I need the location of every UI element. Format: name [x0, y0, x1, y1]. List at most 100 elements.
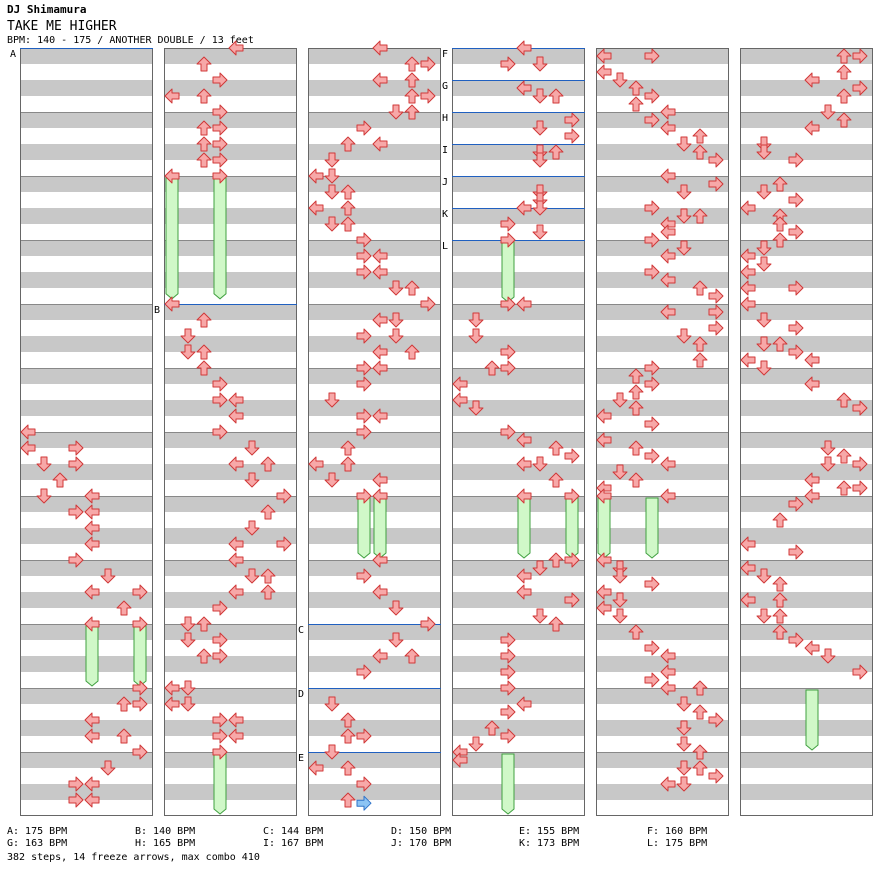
step-arrow	[356, 264, 372, 280]
step-arrow	[788, 192, 804, 208]
step-arrow	[692, 208, 708, 224]
step-arrow	[212, 104, 228, 120]
step-arrow	[372, 584, 388, 600]
step-arrow	[532, 88, 548, 104]
step-arrow	[20, 424, 36, 440]
step-arrow	[820, 104, 836, 120]
step-arrow	[244, 568, 260, 584]
step-arrow	[500, 56, 516, 72]
step-arrow	[68, 552, 84, 568]
step-arrow	[308, 760, 324, 776]
bpm-legend-k: K: 173 BPM	[519, 838, 580, 849]
beat-stripe	[308, 720, 441, 736]
step-arrow	[356, 360, 372, 376]
step-arrow	[612, 392, 628, 408]
beat-stripe	[164, 144, 297, 160]
step-arrow	[116, 696, 132, 712]
step-arrow	[804, 640, 820, 656]
step-arrow	[68, 792, 84, 808]
beat-stripe	[308, 656, 441, 672]
step-arrow	[692, 744, 708, 760]
beat-stripe	[164, 688, 297, 704]
step-arrow	[372, 472, 388, 488]
step-arrow	[772, 624, 788, 640]
beat-stripe	[20, 176, 153, 192]
step-arrow	[516, 696, 532, 712]
step-arrow	[660, 664, 676, 680]
step-arrow	[468, 400, 484, 416]
step-arrow	[228, 408, 244, 424]
beat-stripe	[740, 432, 873, 448]
beat-stripe	[164, 624, 297, 640]
step-arrow	[132, 744, 148, 760]
beat-stripe	[596, 48, 729, 64]
step-arrow	[404, 104, 420, 120]
beat-stripe	[20, 560, 153, 576]
step-arrow	[84, 488, 100, 504]
step-arrow	[260, 504, 276, 520]
step-arrow	[612, 72, 628, 88]
step-arrow	[660, 248, 676, 264]
step-arrow	[84, 712, 100, 728]
freeze-arrow	[213, 177, 227, 300]
step-arrow	[132, 616, 148, 632]
step-arrow	[660, 776, 676, 792]
beat-stripe	[164, 656, 297, 672]
step-arrow	[532, 152, 548, 168]
step-arrow	[84, 616, 100, 632]
step-arrow	[228, 552, 244, 568]
beat-stripe	[740, 400, 873, 416]
section-label-b: B	[154, 305, 160, 316]
bpm-legend-h: H: 165 BPM	[135, 838, 196, 849]
step-arrow	[532, 224, 548, 240]
beat-stripe	[740, 304, 873, 320]
beat-stripe	[20, 240, 153, 256]
step-arrow	[548, 616, 564, 632]
step-arrow	[180, 328, 196, 344]
step-arrow	[212, 136, 228, 152]
step-arrow	[740, 536, 756, 552]
step-arrow	[228, 712, 244, 728]
step-arrow	[548, 144, 564, 160]
step-arrow	[740, 296, 756, 312]
step-arrow	[836, 392, 852, 408]
step-arrow	[644, 416, 660, 432]
chart-info: BPM: 140 - 175 / ANOTHER DOUBLE / 13 fee…	[7, 35, 254, 46]
beat-stripe	[596, 176, 729, 192]
step-arrow	[756, 256, 772, 272]
step-arrow	[660, 456, 676, 472]
step-arrow	[388, 104, 404, 120]
step-arrow	[692, 704, 708, 720]
step-arrow	[740, 264, 756, 280]
beat-stripe	[308, 112, 441, 128]
beat-stripe	[452, 464, 585, 480]
section-label-l: L	[442, 241, 448, 252]
step-arrow	[564, 448, 580, 464]
step-arrow	[628, 624, 644, 640]
step-arrow	[740, 280, 756, 296]
freeze-arrow	[85, 625, 99, 687]
step-arrow	[596, 48, 612, 64]
step-arrow	[596, 600, 612, 616]
step-arrow	[500, 632, 516, 648]
beat-stripe	[20, 144, 153, 160]
step-arrow	[644, 448, 660, 464]
step-arrow	[116, 728, 132, 744]
step-arrow	[228, 536, 244, 552]
beat-stripe	[596, 208, 729, 224]
step-arrow	[180, 680, 196, 696]
step-arrow	[212, 744, 228, 760]
step-arrow	[356, 488, 372, 504]
step-arrow	[772, 608, 788, 624]
step-arrow	[692, 680, 708, 696]
step-arrow	[852, 48, 868, 64]
step-arrow	[596, 584, 612, 600]
step-arrow	[548, 472, 564, 488]
artist-name: DJ Shimamura	[7, 3, 87, 16]
step-arrow	[756, 360, 772, 376]
step-arrow	[628, 96, 644, 112]
step-arrow	[404, 88, 420, 104]
step-arrow	[388, 632, 404, 648]
step-arrow	[804, 120, 820, 136]
